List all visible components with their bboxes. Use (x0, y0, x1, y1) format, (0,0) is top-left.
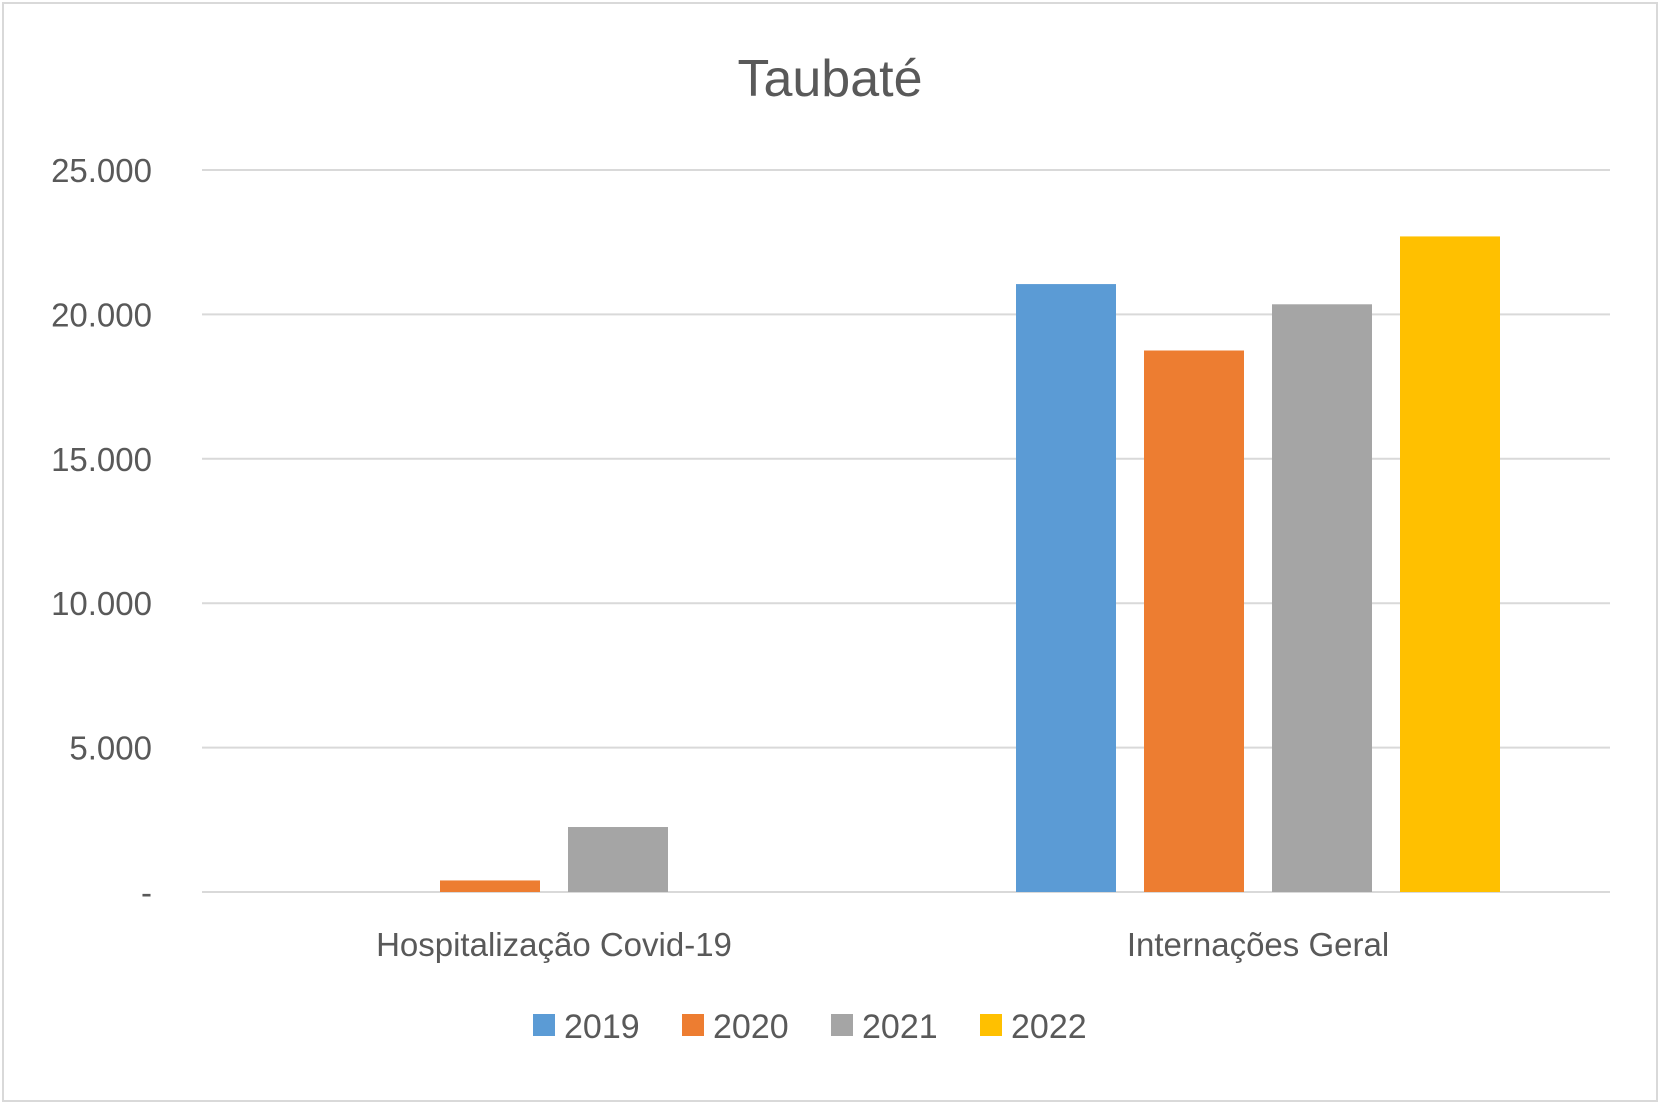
legend-item: 2019 (533, 1008, 640, 1046)
y-tick-label: 25.000 (51, 152, 152, 189)
x-category-label: Hospitalização Covid-19 (376, 926, 732, 963)
bar-2021-internacoes-geral (1272, 304, 1372, 892)
legend-swatch (682, 1014, 704, 1036)
y-tick-label: 5.000 (69, 730, 152, 767)
bar-2020-internacoes-geral (1144, 350, 1244, 892)
legend-label: 2021 (862, 1008, 938, 1046)
legend-label: 2020 (713, 1008, 789, 1046)
legend-swatch (533, 1014, 555, 1036)
legend-item: 2021 (831, 1008, 938, 1046)
legend-swatch (980, 1014, 1002, 1036)
bar-2019-internacoes-geral (1016, 284, 1116, 892)
y-tick-label: 15.000 (51, 441, 152, 478)
bar-2021-hospitalizacao-covid (568, 827, 668, 892)
chart-title: Taubaté (737, 50, 922, 108)
legend-label: 2022 (1011, 1008, 1087, 1046)
x-category-label: Internações Geral (1127, 926, 1389, 963)
bar-2020-hospitalizacao-covid (440, 880, 540, 892)
y-tick-label: 10.000 (51, 585, 152, 622)
y-axis-tick-labels: - 5.000 10.000 15.000 20.000 25.000 (51, 152, 152, 911)
legend-swatch (831, 1014, 853, 1036)
legend: 2019 2020 2021 2022 (533, 1008, 1087, 1046)
gridlines (202, 169, 1610, 893)
legend-label: 2019 (564, 1008, 640, 1046)
y-tick-label: 20.000 (51, 296, 152, 333)
bars (440, 236, 1500, 892)
x-axis-category-labels: Hospitalização Covid-19 Internações Geral (376, 926, 1389, 963)
bar-2022-internacoes-geral (1400, 236, 1500, 892)
legend-item: 2020 (682, 1008, 789, 1046)
legend-item: 2022 (980, 1008, 1087, 1046)
y-tick-label: - (141, 874, 152, 911)
